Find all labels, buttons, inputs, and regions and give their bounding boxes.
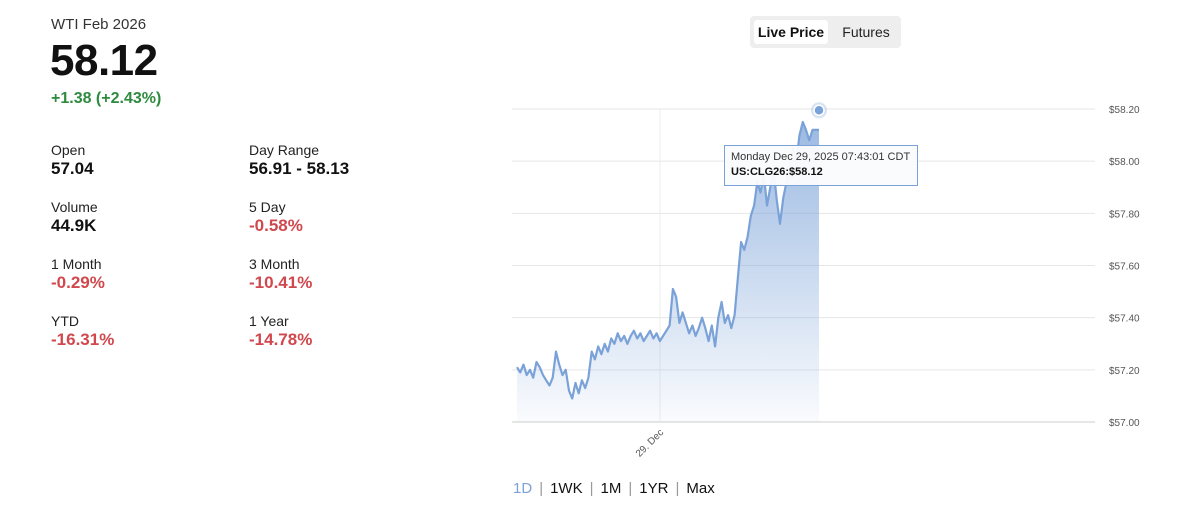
y-tick-label: $58.20 bbox=[1109, 105, 1140, 116]
stat-value-1-month: -0.29% bbox=[51, 273, 105, 292]
stat-value-day-range: 56.91 - 58.13 bbox=[249, 159, 350, 178]
current-price-marker[interactable] bbox=[813, 104, 825, 117]
range-separator: | bbox=[628, 480, 633, 497]
stat-label-1-year: 1 Year bbox=[249, 313, 289, 329]
quote-change: +1.38 (+2.43%) bbox=[51, 90, 162, 107]
y-tick-label: $57.40 bbox=[1109, 314, 1140, 325]
range-separator: | bbox=[539, 480, 544, 497]
range-button-1m[interactable]: 1M bbox=[600, 480, 622, 497]
x-tick-label: 29. Dec bbox=[634, 427, 666, 459]
stat-label-5-day: 5 Day bbox=[249, 199, 286, 215]
y-tick-label: $58.00 bbox=[1109, 157, 1140, 168]
chart-tooltip: Monday Dec 29, 2025 07:43:01 CDT US:CLG2… bbox=[724, 145, 918, 186]
y-tick-label: $57.20 bbox=[1109, 366, 1140, 377]
tooltip-symbol-price: US:CLG26:$58.12 bbox=[731, 166, 823, 178]
stat-label-volume: Volume bbox=[51, 199, 98, 215]
stat-label-ytd: YTD bbox=[51, 313, 79, 329]
y-tick-label: $57.80 bbox=[1109, 209, 1140, 220]
range-separator: | bbox=[675, 480, 680, 497]
stat-value-5-day: -0.58% bbox=[249, 216, 303, 235]
range-separator: | bbox=[589, 480, 594, 497]
price-area bbox=[517, 122, 819, 422]
live-price-button[interactable]: Live Price bbox=[754, 20, 828, 44]
price-line bbox=[516, 120, 819, 400]
stat-value-3-month: -10.41% bbox=[249, 273, 313, 292]
stat-label-day-range: Day Range bbox=[249, 142, 320, 158]
y-tick-label: $57.60 bbox=[1109, 262, 1140, 273]
stat-value-open: 57.04 bbox=[51, 159, 94, 178]
price-type-toggle: Live Price Futures bbox=[750, 16, 901, 48]
stat-label-1-month: 1 Month bbox=[51, 256, 102, 272]
quote-price: 58.12 bbox=[50, 36, 158, 85]
time-range-selector: 1D | 1WK | 1M | 1YR | Max bbox=[512, 480, 716, 497]
tooltip-timestamp: Monday Dec 29, 2025 07:43:01 CDT bbox=[731, 151, 911, 163]
stat-label-open: Open bbox=[51, 142, 86, 158]
stat-label-3-month: 3 Month bbox=[249, 256, 300, 272]
range-button-1yr[interactable]: 1YR bbox=[639, 480, 669, 497]
stat-value-volume: 44.9K bbox=[51, 216, 97, 235]
y-tick-label: $57.00 bbox=[1109, 418, 1140, 429]
futures-button[interactable]: Futures bbox=[842, 24, 890, 40]
range-button-max[interactable]: Max bbox=[686, 480, 715, 497]
stat-value-ytd: -16.31% bbox=[51, 330, 115, 349]
quote-title: WTI Feb 2026 bbox=[51, 16, 147, 33]
range-button-1d[interactable]: 1D bbox=[513, 480, 533, 497]
stat-value-1-year: -14.78% bbox=[249, 330, 313, 349]
range-button-1wk[interactable]: 1WK bbox=[550, 480, 583, 497]
